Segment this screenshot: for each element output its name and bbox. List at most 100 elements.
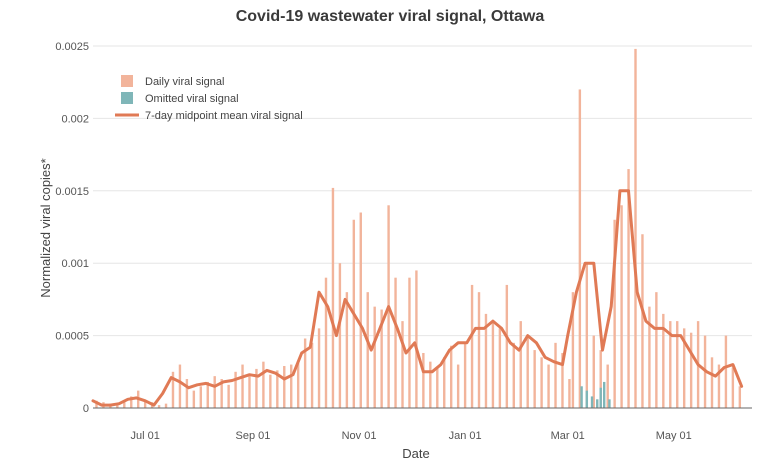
x-tick: Jul 01 (130, 430, 159, 442)
daily-bar (568, 379, 571, 408)
x-tick-label: Jul 01 (130, 430, 159, 442)
daily-bar (269, 374, 272, 408)
x-tick: May 01 (656, 430, 692, 442)
daily-bar (443, 357, 446, 408)
daily-bar (359, 212, 362, 408)
daily-bar (130, 396, 133, 408)
daily-bar (484, 313, 488, 408)
daily-bar (634, 48, 637, 409)
omitted-bar (608, 399, 611, 408)
x-tick-label: Sep 01 (236, 430, 271, 442)
daily-bar (561, 352, 564, 408)
daily-bar (599, 350, 602, 408)
daily-bar (394, 277, 397, 408)
legend-label: 7-day midpoint mean viral signal (145, 110, 303, 122)
legend-label: Omitted viral signal (145, 93, 239, 105)
daily-bar (255, 368, 258, 408)
daily-bar (408, 277, 411, 408)
daily-bar (505, 284, 509, 408)
chart-title: Covid-19 wastewater viral signal, Ottawa (236, 8, 545, 25)
y-tick-label: 0.001 (61, 258, 89, 270)
daily-bar (366, 292, 369, 408)
daily-bar (449, 345, 453, 408)
daily-bar (178, 364, 182, 408)
daily-bar (627, 169, 630, 408)
daily-bar (456, 364, 460, 408)
y-tick: 0 (83, 403, 89, 415)
daily-bar (373, 306, 376, 408)
omitted-bars (580, 381, 611, 408)
daily-bar (164, 403, 168, 408)
y-axis-ticks: 0 0.0005 0.001 0.0015 0.002 0.0025 (55, 41, 89, 415)
x-tick: Jan 01 (449, 430, 482, 442)
legend-label: Daily viral signal (145, 76, 224, 88)
daily-bar (116, 403, 119, 408)
daily-bar (533, 350, 536, 408)
y-tick-label: 0.0015 (55, 186, 89, 198)
x-tick-label: Nov 01 (342, 430, 377, 442)
daily-bar (192, 390, 196, 408)
daily-bar (380, 309, 383, 408)
daily-bar (738, 386, 742, 408)
daily-bar (436, 367, 439, 408)
daily-bar (143, 400, 147, 408)
x-tick-label: Jan 01 (449, 430, 482, 442)
mean-line (91, 189, 744, 407)
daily-bar (547, 364, 550, 408)
daily-bar (206, 381, 209, 408)
legend-omitted: Omitted viral signal (121, 92, 239, 105)
daily-bar (620, 205, 623, 408)
y-axis-title: Normalized viral copies* (38, 158, 53, 297)
y-tick: 0.0025 (55, 41, 89, 53)
daily-bar (345, 292, 349, 408)
x-tick-label: Mar 01 (551, 430, 585, 442)
daily-bar (95, 400, 98, 408)
daily-bar (512, 342, 515, 408)
daily-bar (731, 367, 735, 408)
daily-bar (283, 366, 286, 408)
daily-bar (662, 313, 665, 408)
daily-bar (310, 342, 314, 408)
legend-swatch (121, 92, 133, 104)
daily-bar (470, 284, 474, 408)
x-axis-title: Date (402, 446, 429, 461)
x-tick: Mar 01 (551, 430, 585, 442)
daily-bar (157, 405, 161, 408)
daily-bar (290, 364, 293, 408)
daily-bar (491, 321, 495, 408)
daily-bar (338, 263, 342, 408)
legend-swatch (121, 75, 133, 87)
daily-bar (401, 321, 404, 408)
daily-bar (554, 342, 557, 408)
daily-bar (276, 370, 279, 408)
daily-bar (262, 361, 265, 408)
daily-bar (199, 386, 203, 408)
y-tick-label: 0.0025 (55, 41, 89, 53)
daily-bar (213, 376, 216, 408)
daily-bar (248, 376, 251, 408)
daily-bar (519, 321, 522, 408)
y-tick: 0.0015 (55, 186, 89, 198)
daily-bar (682, 328, 686, 408)
daily-bar (317, 328, 321, 408)
daily-bar (571, 292, 575, 408)
daily-bar (578, 89, 582, 408)
daily-bar (655, 292, 658, 408)
daily-bar (429, 361, 432, 408)
x-axis-ticks: Jul 01 Sep 01 Nov 01 Jan 01 Mar 01 May 01 (130, 430, 691, 442)
daily-bar (185, 379, 189, 408)
y-tick: 0.001 (61, 258, 89, 270)
daily-bar (585, 263, 589, 408)
daily-bar (422, 352, 425, 408)
omitted-bar (590, 396, 594, 408)
daily-bar (296, 361, 300, 408)
legend-mean: 7-day midpoint mean viral signal (115, 110, 303, 122)
x-tick-label: May 01 (656, 430, 692, 442)
x-tick: Nov 01 (342, 430, 377, 442)
daily-bar (477, 292, 481, 408)
daily-bar (613, 219, 616, 408)
daily-bar (241, 364, 244, 408)
y-tick-label: 0 (83, 403, 89, 415)
daily-bar (540, 357, 543, 408)
